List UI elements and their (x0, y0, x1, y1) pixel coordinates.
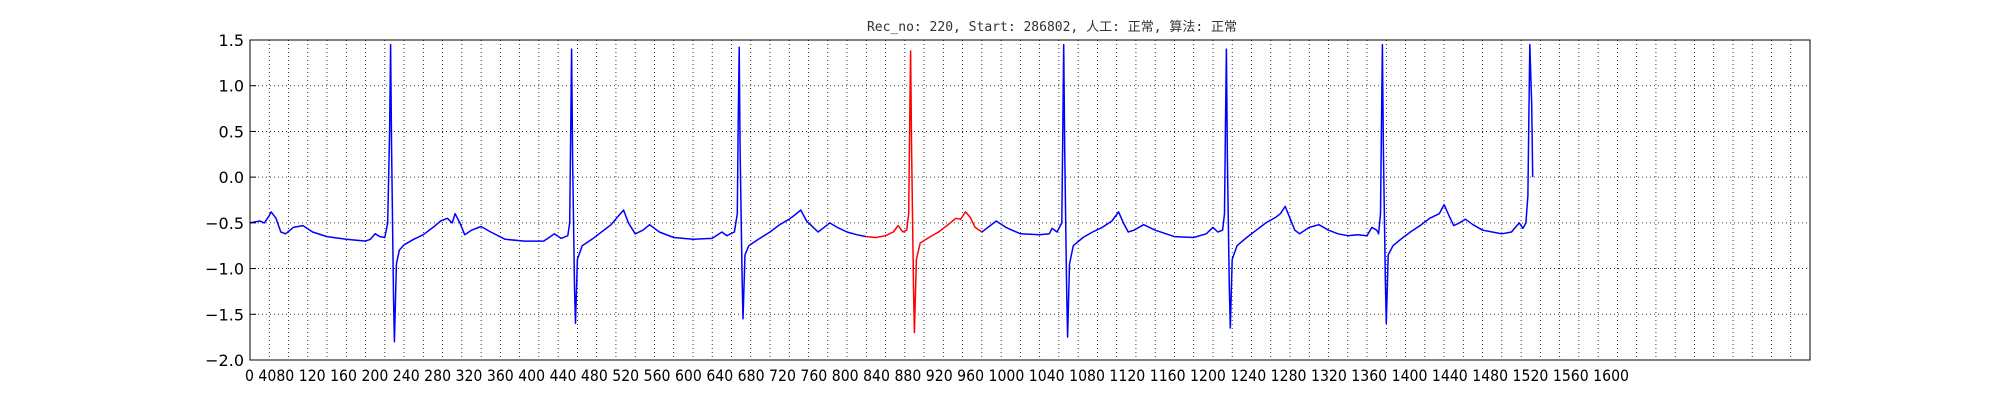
plot-area (249, 43, 1534, 343)
y-tick-label: 1.5 (219, 31, 244, 50)
ecg-trace-segment (866, 50, 983, 334)
x-tick-labels: 0 4080 120 160 200 240 280 320 360 400 4… (245, 366, 1629, 385)
y-axis: 1.5 1.0 0.5 0.0 −0.5 −1.0 −1.5 −2.0 (205, 31, 256, 370)
grid-lines (249, 39, 1811, 361)
y-tick-label: −1.5 (205, 305, 244, 324)
axes-frame (249, 39, 1811, 361)
y-tick-label: −0.5 (205, 214, 244, 233)
chart-title: Rec_no: 220, Start: 286802, 人工: 正常, 算法: … (867, 20, 1237, 35)
y-tick-label: 1.0 (219, 77, 244, 96)
ecg-trace-segment (249, 43, 867, 343)
y-tick-label: 0.5 (219, 122, 244, 141)
y-tick-label: −2.0 (205, 351, 244, 370)
y-tick-label: 0.0 (219, 168, 244, 187)
ecg-trace-segment (981, 43, 1534, 338)
y-tick-label: −1.0 (205, 260, 244, 279)
